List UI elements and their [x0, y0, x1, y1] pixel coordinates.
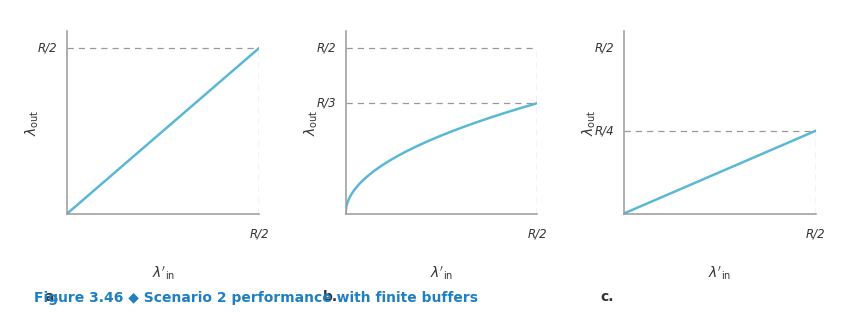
- Text: R/4: R/4: [595, 124, 614, 137]
- Text: b.: b.: [323, 290, 337, 304]
- Text: R/2: R/2: [595, 41, 614, 54]
- Text: $\lambda'_{\mathrm{in}}$: $\lambda'_{\mathrm{in}}$: [708, 264, 732, 282]
- Text: a.: a.: [45, 290, 59, 304]
- Text: $\lambda_{\mathrm{out}}$: $\lambda_{\mathrm{out}}$: [302, 109, 320, 136]
- Text: c.: c.: [600, 290, 614, 304]
- Text: $\lambda_{\mathrm{out}}$: $\lambda_{\mathrm{out}}$: [24, 109, 41, 136]
- Text: $\lambda_{\mathrm{out}}$: $\lambda_{\mathrm{out}}$: [580, 109, 598, 136]
- Text: R/2: R/2: [806, 228, 826, 241]
- Text: $\lambda'_{\mathrm{in}}$: $\lambda'_{\mathrm{in}}$: [430, 264, 453, 282]
- Text: R/3: R/3: [316, 97, 336, 110]
- Text: Figure 3.46 ◆ Scenario 2 performance with finite buffers: Figure 3.46 ◆ Scenario 2 performance wit…: [34, 290, 478, 305]
- Text: $\lambda'_{\mathrm{in}}$: $\lambda'_{\mathrm{in}}$: [151, 264, 175, 282]
- Text: R/2: R/2: [250, 228, 269, 241]
- Text: R/2: R/2: [527, 228, 547, 241]
- Text: R/2: R/2: [316, 41, 336, 54]
- Text: R/2: R/2: [38, 41, 58, 54]
